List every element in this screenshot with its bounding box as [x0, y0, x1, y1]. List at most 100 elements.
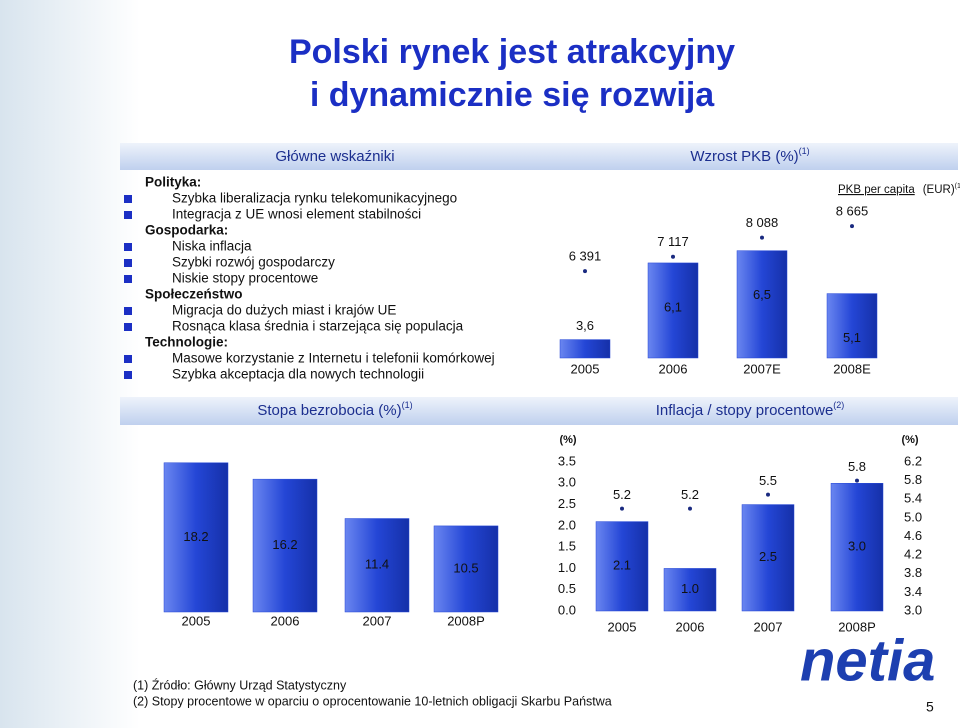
bullet — [124, 323, 132, 331]
footnote: (2) Stopy procentowe w oparciu o oprocen… — [133, 694, 612, 708]
y-tick-label: 2.0 — [558, 517, 576, 532]
point — [850, 224, 854, 229]
data-label: 1.0 — [681, 581, 699, 596]
data-label: 18.2 — [183, 529, 208, 544]
bar — [163, 462, 229, 613]
logo: netia — [800, 628, 935, 693]
list-item: Masowe korzystanie z Internetu i telefon… — [172, 351, 495, 366]
list-item: Niska inflacja — [172, 239, 252, 254]
point — [620, 506, 624, 511]
data-label: 5.5 — [759, 473, 777, 488]
y-tick-label: 1.5 — [558, 539, 576, 554]
bar — [741, 504, 795, 612]
page-number: 5 — [926, 699, 934, 715]
list-item: Szybka akceptacja dla nowych technologii — [172, 367, 424, 382]
bullet — [124, 355, 132, 363]
point — [855, 478, 859, 483]
list-item: Szybki rozwój gospodarczy — [172, 255, 335, 270]
data-label: 5.2 — [681, 487, 699, 502]
side-decoration — [0, 0, 140, 728]
list-item: Migracja do dużych miast i krajów UE — [172, 303, 396, 318]
list-item: Niskie stopy procentowe — [172, 271, 318, 286]
data-label: 11.4 — [365, 557, 389, 572]
bar — [559, 339, 611, 359]
band — [120, 397, 958, 425]
chart-title: Wzrost PKB (%)(1) — [690, 146, 809, 165]
point — [766, 492, 770, 497]
group-label: Technologie: — [145, 335, 228, 350]
x-tick-label: 2007 — [754, 619, 783, 634]
y-tick-label: 3.5 — [558, 453, 576, 468]
y-tick-label: 0.5 — [558, 581, 576, 596]
charts: Wzrost PKB (%)(1)2005 2006 2007E 2008E3,66,… — [163, 146, 960, 634]
x-tick-label: 2006 — [659, 361, 688, 376]
axis-label: (%) — [901, 434, 918, 446]
data-label: 6 391 — [569, 249, 602, 264]
data-label: 5,1 — [843, 330, 861, 345]
point — [583, 269, 587, 274]
y-tick-label: 6.2 — [904, 453, 922, 468]
legend-unit: (EUR) — [923, 184, 955, 196]
bar — [736, 250, 788, 359]
x-tick-label: 2006 — [271, 613, 300, 628]
data-label: 8 665 — [836, 204, 869, 219]
chart-title-note: (2) — [833, 400, 844, 410]
bar — [830, 483, 884, 612]
data-label: 2.5 — [759, 549, 777, 564]
data-label: 5.8 — [848, 459, 866, 474]
y-tick-label: 3.0 — [558, 475, 576, 490]
legend-note: (1) — [955, 183, 960, 190]
bullet — [124, 243, 132, 251]
data-label: 6,5 — [753, 287, 771, 302]
legend-name: PKB per capita — [838, 184, 915, 196]
y-tick-label: 4.6 — [904, 528, 922, 543]
bar — [595, 521, 649, 612]
y-tick-label: 4.2 — [904, 547, 922, 562]
bullet — [124, 275, 132, 283]
chart-title-text: Inflacja / stopy procentowe — [656, 402, 834, 419]
list-item: Rosnąca klasa średnia i starzejąca się p… — [172, 319, 464, 334]
y-tick-label: 5.0 — [904, 509, 922, 524]
y-tick-label: 3.0 — [904, 602, 922, 617]
indicator-list: Polityka:Szybka liberalizacja rynku tele… — [124, 175, 495, 382]
band — [120, 143, 958, 170]
x-tick-label: 2005 — [571, 361, 600, 376]
data-label: 3,6 — [576, 318, 594, 333]
bullet — [124, 195, 132, 203]
data-label: 6,1 — [664, 299, 682, 314]
x-tick-label: 2008P — [838, 619, 876, 634]
footnote: (1) Źródło: Główny Urząd Statystyczny — [133, 677, 347, 692]
chart-title-note: (1) — [402, 400, 413, 410]
chart-title: Inflacja / stopy procentowe(2) — [656, 400, 845, 419]
chart-title-text: Wzrost PKB (%) — [690, 148, 798, 165]
y-tick-label: 0.0 — [558, 602, 576, 617]
bullet — [124, 307, 132, 315]
chart-title-text: Stopa bezrobocia (%) — [257, 402, 401, 419]
chart-title-note: (1) — [799, 146, 810, 156]
list-item: Integracja z UE wnosi element stabilnośc… — [172, 207, 421, 222]
bullet — [124, 259, 132, 267]
y-tick-label: 1.0 — [558, 560, 576, 575]
y-tick-label: 3.4 — [904, 584, 922, 599]
group-label: Gospodarka: — [145, 223, 228, 238]
list-item: Szybka liberalizacja rynku telekomunikac… — [172, 191, 457, 206]
legend: PKB per capita (EUR)(1) — [838, 183, 960, 196]
bar — [647, 262, 699, 359]
panel-heading: Główne wskaźniki — [275, 148, 394, 165]
data-label: 8 088 — [746, 215, 779, 230]
chart-title: Stopa bezrobocia (%)(1) — [257, 400, 412, 419]
bar — [826, 293, 878, 359]
slide-title: i dynamicznie się rozwija — [310, 76, 715, 114]
y-tick-label: 5.4 — [904, 491, 922, 506]
data-label: 2.1 — [613, 558, 631, 573]
data-label: 3.0 — [848, 539, 866, 554]
slide-title: Polski rynek jest atrakcyjny — [289, 33, 735, 71]
point — [671, 254, 675, 259]
data-label: 5.2 — [613, 487, 631, 502]
bar — [252, 478, 318, 613]
bullet — [124, 371, 132, 379]
y-tick-label: 2.5 — [558, 496, 576, 511]
x-tick-label: 2007 — [363, 613, 392, 628]
x-tick-label: 2005 — [182, 613, 211, 628]
